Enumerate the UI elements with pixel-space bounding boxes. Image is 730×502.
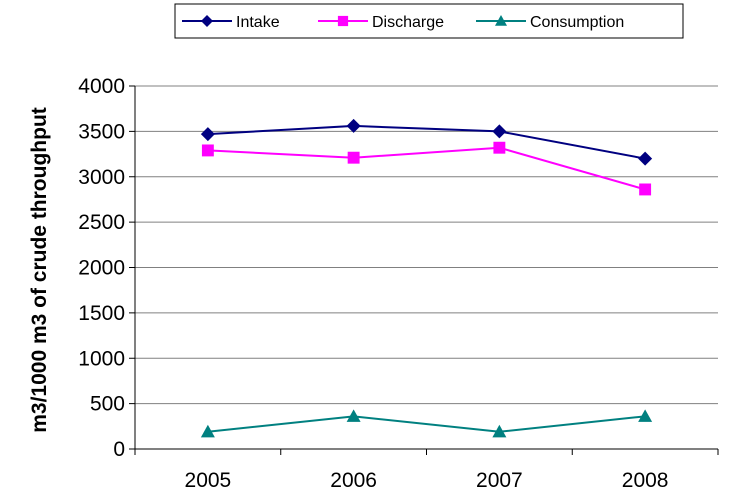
y-tick-label: 1500 xyxy=(78,302,125,325)
series-line xyxy=(207,146,646,191)
y-tick-label: 0 xyxy=(113,438,125,461)
legend-box xyxy=(174,3,684,39)
data-point xyxy=(493,141,506,154)
y-tick-label: 2500 xyxy=(78,211,125,234)
data-point xyxy=(346,118,361,133)
series-line xyxy=(207,415,646,433)
series-line xyxy=(207,124,646,160)
y-tick-label: 2000 xyxy=(78,257,125,280)
x-tick-labels: 2005 2006 2007 2008 xyxy=(185,469,669,492)
legend-label: Consumption xyxy=(530,14,624,31)
legend-marker xyxy=(495,15,507,26)
series-group xyxy=(200,118,653,438)
series-consumption xyxy=(200,409,653,438)
legend-item-intake: Intake xyxy=(182,14,280,31)
legend-label: Intake xyxy=(236,14,280,31)
data-point xyxy=(201,144,214,157)
legend-item-consumption: Consumption xyxy=(476,14,624,31)
y-tick-label: 3000 xyxy=(78,166,125,189)
data-point xyxy=(638,409,653,422)
series-discharge xyxy=(201,141,652,196)
y-tick-labels: 0 500 1000 1500 2000 2500 3000 3500 4000 xyxy=(78,75,125,461)
legend-label: Discharge xyxy=(372,14,444,31)
x-tick-label: 2007 xyxy=(476,469,523,492)
y-tick-label: 4000 xyxy=(78,75,125,98)
legend-marker xyxy=(201,15,213,27)
data-point xyxy=(638,151,653,166)
axes xyxy=(129,85,719,455)
x-tick-label: 2008 xyxy=(622,469,669,492)
data-point xyxy=(492,124,507,139)
x-tick-label: 2006 xyxy=(330,469,377,492)
y-tick-label: 500 xyxy=(90,393,125,416)
legend-marker xyxy=(337,15,349,27)
data-point xyxy=(200,127,215,142)
data-point xyxy=(492,424,507,438)
data-point xyxy=(346,409,361,422)
legend: Intake Discharge Consumption xyxy=(174,3,684,39)
gridlines xyxy=(135,85,718,405)
y-tick-label: 3500 xyxy=(78,120,125,143)
y-axis-title: m3/1000 m3 of crude throughput xyxy=(28,107,51,433)
x-tick-label: 2005 xyxy=(185,469,232,492)
data-point xyxy=(639,183,652,196)
data-point xyxy=(347,151,360,164)
legend-item-discharge: Discharge xyxy=(318,14,444,31)
series-intake xyxy=(200,118,653,166)
data-point xyxy=(200,424,215,438)
y-tick-label: 1000 xyxy=(78,347,125,370)
